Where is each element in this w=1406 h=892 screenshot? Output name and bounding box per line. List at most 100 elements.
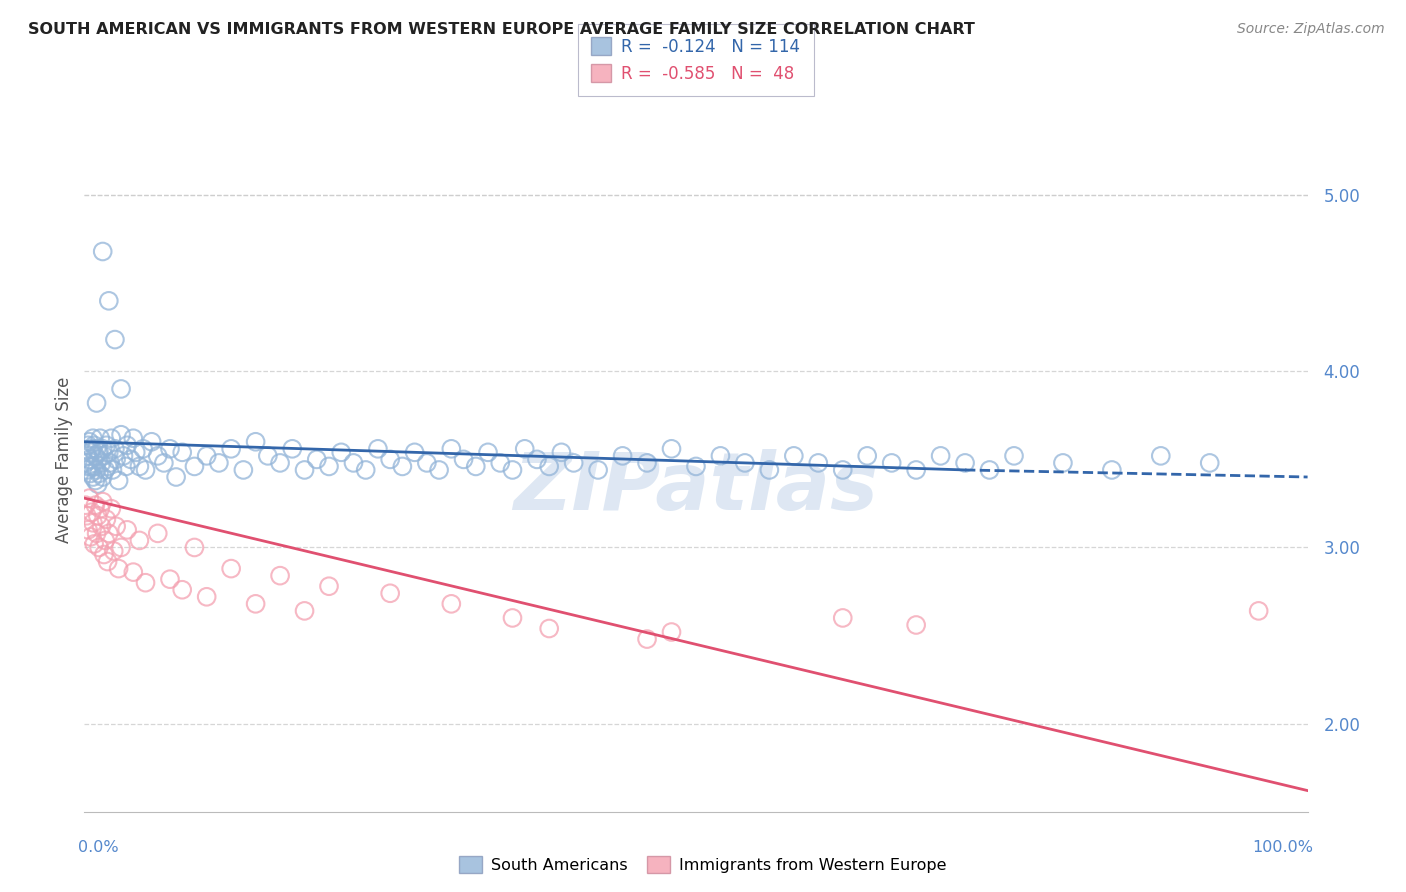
Point bbox=[94, 463, 117, 477]
Point bbox=[80, 505, 103, 519]
Point bbox=[709, 449, 731, 463]
Point bbox=[342, 456, 364, 470]
Point bbox=[128, 459, 150, 474]
Text: ZIPatlas: ZIPatlas bbox=[513, 449, 879, 526]
Point bbox=[269, 456, 291, 470]
Point bbox=[76, 463, 98, 477]
Point bbox=[82, 470, 104, 484]
Point bbox=[76, 508, 98, 523]
Point bbox=[91, 494, 114, 508]
Point bbox=[132, 442, 155, 456]
Point bbox=[83, 438, 105, 452]
Point bbox=[502, 611, 524, 625]
Point bbox=[464, 459, 486, 474]
Point bbox=[636, 632, 658, 646]
Point bbox=[427, 463, 450, 477]
Point bbox=[404, 445, 426, 459]
Point bbox=[562, 456, 585, 470]
Point bbox=[661, 442, 683, 456]
Text: SOUTH AMERICAN VS IMMIGRANTS FROM WESTERN EUROPE AVERAGE FAMILY SIZE CORRELATION: SOUTH AMERICAN VS IMMIGRANTS FROM WESTER… bbox=[28, 22, 974, 37]
Point bbox=[440, 442, 463, 456]
Point bbox=[905, 463, 928, 477]
Point bbox=[122, 565, 145, 579]
Point bbox=[489, 456, 512, 470]
Point bbox=[135, 463, 157, 477]
Point bbox=[929, 449, 952, 463]
Point bbox=[807, 456, 830, 470]
Point bbox=[96, 438, 118, 452]
Point bbox=[146, 449, 169, 463]
Point bbox=[1052, 456, 1074, 470]
Point bbox=[758, 463, 780, 477]
Point bbox=[294, 463, 316, 477]
Point bbox=[905, 618, 928, 632]
Point bbox=[100, 431, 122, 445]
Point bbox=[416, 456, 439, 470]
Point bbox=[77, 452, 100, 467]
Point bbox=[97, 555, 120, 569]
Point bbox=[79, 467, 101, 481]
Point bbox=[90, 456, 112, 470]
Point bbox=[453, 452, 475, 467]
Point bbox=[391, 459, 413, 474]
Point bbox=[84, 498, 107, 512]
Point bbox=[87, 508, 110, 523]
Point bbox=[87, 541, 110, 555]
Point bbox=[89, 431, 111, 445]
Point bbox=[880, 456, 903, 470]
Point bbox=[281, 442, 304, 456]
Point bbox=[104, 333, 127, 347]
Point bbox=[84, 449, 107, 463]
Point bbox=[979, 463, 1001, 477]
Y-axis label: Average Family Size: Average Family Size bbox=[55, 376, 73, 542]
Point bbox=[440, 597, 463, 611]
Point bbox=[135, 575, 157, 590]
Point bbox=[269, 568, 291, 582]
Point bbox=[128, 533, 150, 548]
Point bbox=[232, 463, 254, 477]
Point bbox=[367, 442, 389, 456]
Point bbox=[97, 445, 120, 459]
Point bbox=[115, 459, 138, 474]
Point bbox=[159, 572, 181, 586]
Point bbox=[77, 438, 100, 452]
Point bbox=[477, 445, 499, 459]
Point bbox=[245, 434, 267, 449]
Point bbox=[84, 474, 107, 488]
Point bbox=[80, 459, 103, 474]
Point bbox=[82, 431, 104, 445]
Point bbox=[112, 449, 135, 463]
Point bbox=[305, 452, 328, 467]
Point bbox=[636, 456, 658, 470]
Point bbox=[1101, 463, 1123, 477]
Point bbox=[87, 445, 110, 459]
Point bbox=[953, 456, 976, 470]
Point bbox=[77, 434, 100, 449]
Point bbox=[318, 459, 340, 474]
Point bbox=[80, 442, 103, 456]
Point bbox=[612, 449, 634, 463]
Point bbox=[97, 459, 120, 474]
Point bbox=[87, 452, 110, 467]
Text: 0.0%: 0.0% bbox=[79, 840, 120, 855]
Point bbox=[1002, 449, 1025, 463]
Point bbox=[783, 449, 806, 463]
Point bbox=[538, 459, 561, 474]
Point bbox=[1150, 449, 1173, 463]
Point bbox=[354, 463, 377, 477]
Point bbox=[86, 463, 108, 477]
Point bbox=[831, 611, 853, 625]
Point bbox=[93, 548, 115, 562]
Point bbox=[195, 590, 218, 604]
Point bbox=[685, 459, 707, 474]
Point bbox=[90, 519, 112, 533]
Point bbox=[86, 442, 108, 456]
Point bbox=[79, 530, 101, 544]
Point bbox=[115, 438, 138, 452]
Point bbox=[195, 449, 218, 463]
Point bbox=[165, 470, 187, 484]
Point bbox=[153, 456, 176, 470]
Point bbox=[146, 526, 169, 541]
Point bbox=[856, 449, 879, 463]
Point bbox=[110, 382, 132, 396]
